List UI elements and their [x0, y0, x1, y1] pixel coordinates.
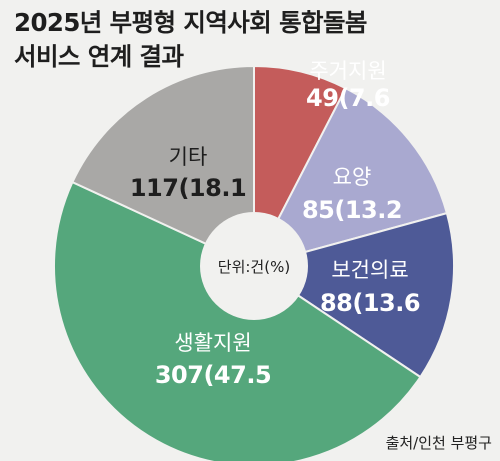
- slice-category-label: 요양: [333, 165, 372, 189]
- slice-category-label: 보건의료: [331, 258, 408, 282]
- title-line-2: 서비스 연계 결과: [14, 42, 184, 71]
- slice-value-label: 117(18.1: [130, 174, 246, 202]
- slice-value-label: 88(13.6: [320, 289, 420, 317]
- slice-category-label: 생활지원: [174, 331, 251, 355]
- slice-value-label: 49(7.6: [306, 84, 390, 112]
- slice-1: [253, 64, 348, 267]
- slice-5: [71, 64, 255, 268]
- slice-4: [53, 180, 422, 461]
- source-credit: 출처/인천 부평구: [385, 434, 492, 452]
- slice-category-label: 기타: [169, 145, 208, 169]
- chart-title: 2025년 부평형 지역사회 통합돌봄 서비스 연계 결과: [14, 6, 367, 74]
- title-line-1: 2025년 부평형 지역사회 통합돌봄: [14, 8, 367, 37]
- center-label: 단위:건(%): [218, 258, 290, 276]
- donut-hole: [200, 212, 308, 320]
- slice-category-label: 주거지원: [309, 59, 386, 83]
- slice-value-label: 85(13.2: [302, 196, 402, 224]
- slice-2: [252, 86, 449, 268]
- slice-value-label: 307(47.5: [155, 361, 271, 389]
